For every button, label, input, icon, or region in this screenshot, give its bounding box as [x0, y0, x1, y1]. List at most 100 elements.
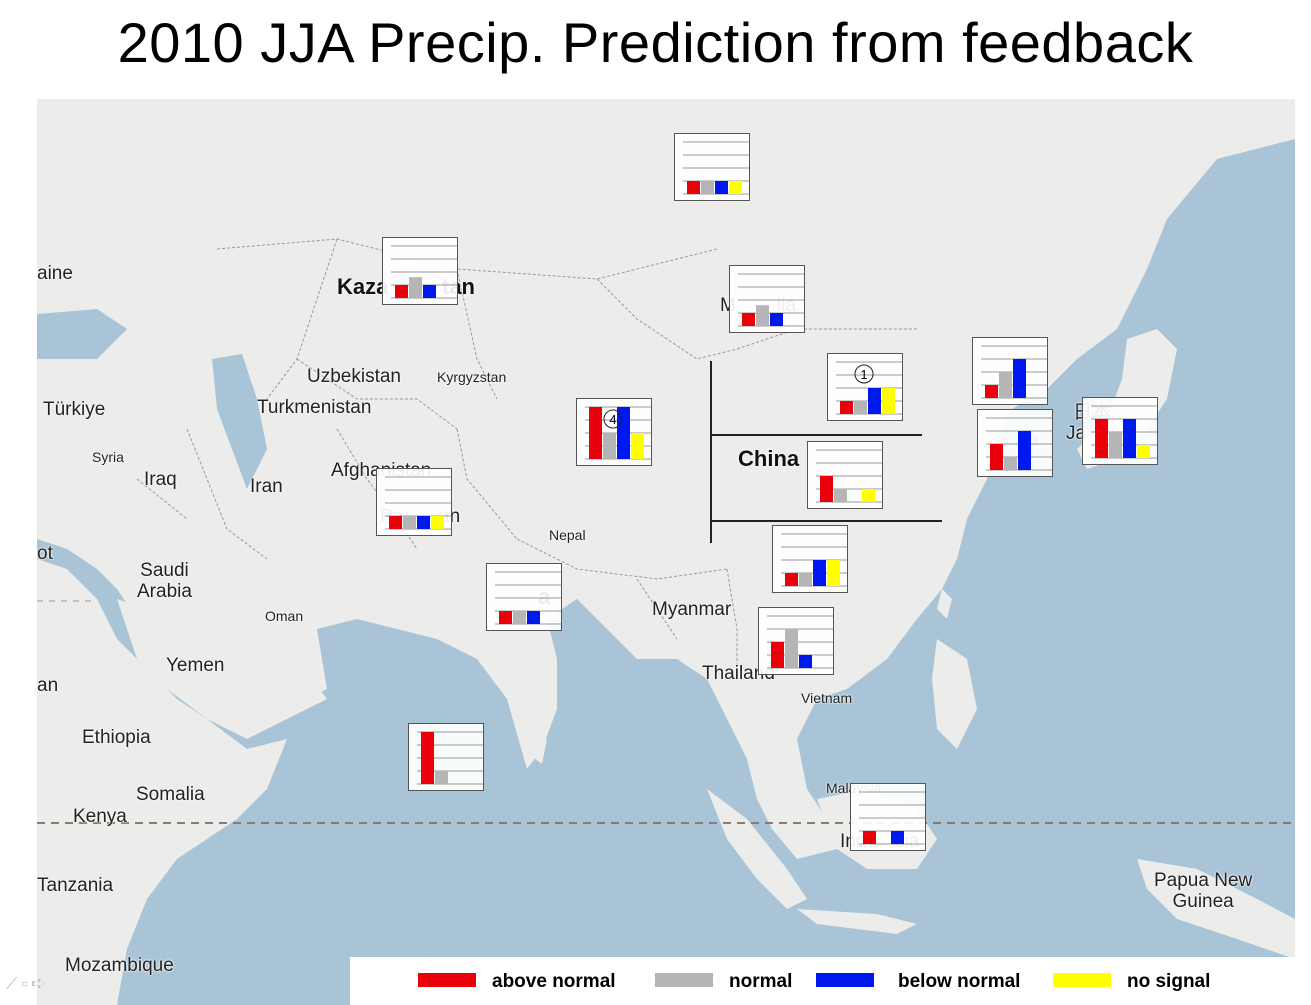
bar-above-normal	[863, 831, 876, 844]
label-mozambique: Mozambique	[65, 955, 174, 976]
bar-no-signal	[631, 433, 644, 459]
label-saudi-line1: Saudi	[140, 560, 189, 581]
bar-normal	[409, 277, 422, 298]
bar-below-normal	[1123, 419, 1136, 458]
bar-above-normal	[840, 401, 853, 414]
label-nepal: Nepal	[549, 527, 586, 543]
mini-chart-svg	[683, 141, 749, 195]
bar-no-signal	[882, 388, 895, 414]
label-turkmenistan: Turkmenistan	[257, 397, 372, 418]
region-number-label: 1	[860, 367, 867, 382]
nav-pen-icon[interactable]: ⟋	[6, 976, 18, 993]
legend-label-below: below normal	[898, 971, 1021, 992]
mini-chart-indonesia	[850, 783, 926, 851]
land-sumatra	[707, 789, 807, 909]
bar-normal	[513, 611, 526, 624]
label-png-line1: Papua New	[1154, 870, 1253, 891]
region-number-circle	[603, 409, 623, 429]
bar-below-normal	[1013, 359, 1026, 398]
bar-below-normal	[770, 313, 783, 326]
mini-chart-svg	[767, 615, 833, 669]
label-png-line2: Guinea	[1172, 891, 1234, 912]
label-syria: Syria	[92, 449, 124, 465]
mini-chart-russia-north	[674, 133, 750, 201]
slide-nav-controls[interactable]: ⟋ ▫ ➪	[6, 976, 45, 994]
bar-no-signal	[1137, 445, 1150, 458]
land-arabia	[117, 599, 327, 739]
mini-chart-svg: 1	[836, 361, 902, 415]
bar-no-signal	[827, 560, 840, 586]
bar-no-signal	[862, 489, 875, 502]
bar-below-normal	[868, 388, 881, 414]
mini-chart-northeast-asia	[972, 337, 1048, 405]
bar-above-normal	[421, 732, 434, 784]
mini-chart-japan	[1082, 397, 1158, 465]
label-ethiopia: Ethiopia	[82, 727, 151, 748]
base-map	[37, 99, 1295, 1005]
legend: above normal normal below normal no sign…	[350, 957, 1295, 1005]
label-vietnam: Vietnam	[801, 690, 853, 706]
bar-below-normal	[813, 560, 826, 586]
mini-chart-south-china	[772, 525, 848, 593]
mini-chart-tibetan-plateau-4: 4	[576, 398, 652, 466]
bar-below-normal	[527, 611, 540, 624]
land-philippines	[932, 639, 977, 749]
label-kyrgyzstan: Kyrgyzstan	[437, 369, 507, 385]
legend-label-above: above normal	[492, 971, 616, 992]
mini-chart-korea	[977, 409, 1053, 477]
label-iraq: Iraq	[144, 469, 177, 490]
land-taiwan	[937, 589, 952, 619]
mini-chart-central-china	[807, 441, 883, 509]
bar-below-normal	[1018, 431, 1031, 470]
label-egypt: ot	[37, 543, 53, 564]
bar-no-signal	[729, 181, 742, 194]
label-china: China	[738, 446, 800, 471]
bar-below-normal	[417, 516, 430, 529]
bar-below-normal	[891, 831, 904, 844]
region-divider-south	[710, 520, 942, 522]
land-png	[1137, 859, 1295, 959]
legend-swatch-nosignal	[1053, 973, 1111, 987]
nav-slide-icon[interactable]: ▫	[21, 976, 28, 993]
label-somalia: Somalia	[136, 784, 205, 805]
legend-swatch-above	[418, 973, 476, 987]
legend-label-normal: normal	[729, 971, 793, 992]
region-number-circle	[854, 364, 874, 384]
legend-swatch-normal	[655, 973, 713, 987]
bar-above-normal	[687, 181, 700, 194]
region-number-label: 4	[609, 412, 616, 427]
mini-chart-svg	[385, 476, 451, 530]
mini-chart-svg	[417, 731, 483, 785]
label-sudan: an	[37, 675, 59, 696]
label-ukraine: aine	[37, 263, 73, 284]
mini-chart-svg	[816, 449, 882, 503]
bar-above-normal	[1095, 419, 1108, 458]
bar-normal	[403, 516, 416, 529]
region-divider-north	[710, 434, 922, 436]
label-kazakhstan: Kaza	[337, 274, 389, 299]
label-tanzania: Tanzania	[37, 875, 114, 896]
bar-below-normal	[423, 285, 436, 298]
land-srilanka	[529, 729, 547, 764]
mini-chart-pakistan	[376, 468, 452, 536]
label-uzbekistan: Uzbekistan	[307, 366, 401, 387]
page-title: 2010 JJA Precip. Prediction from feedbac…	[117, 11, 1194, 74]
bar-normal	[435, 771, 448, 784]
nav-arrow-icon[interactable]: ➪	[31, 976, 46, 993]
mini-chart-svg: 4	[585, 406, 651, 460]
mini-chart-kazakhstan	[382, 237, 458, 305]
bar-normal	[756, 305, 769, 326]
label-thailand: Thailand	[702, 663, 775, 684]
label-saudi-line2: Arabia	[137, 581, 192, 602]
bar-normal	[1004, 457, 1017, 470]
bar-above-normal	[389, 516, 402, 529]
label-oman: Oman	[265, 608, 304, 624]
bar-normal	[799, 573, 812, 586]
label-papua-new-guinea: Papua New Guinea	[1154, 870, 1252, 912]
mini-chart-indochina	[758, 607, 834, 675]
label-iran: Iran	[250, 476, 283, 497]
mini-chart-north-china-1: 1	[827, 353, 903, 421]
label-yemen: Yemen	[166, 655, 225, 676]
region-divider-vertical	[710, 361, 712, 543]
bar-above-normal	[742, 313, 755, 326]
